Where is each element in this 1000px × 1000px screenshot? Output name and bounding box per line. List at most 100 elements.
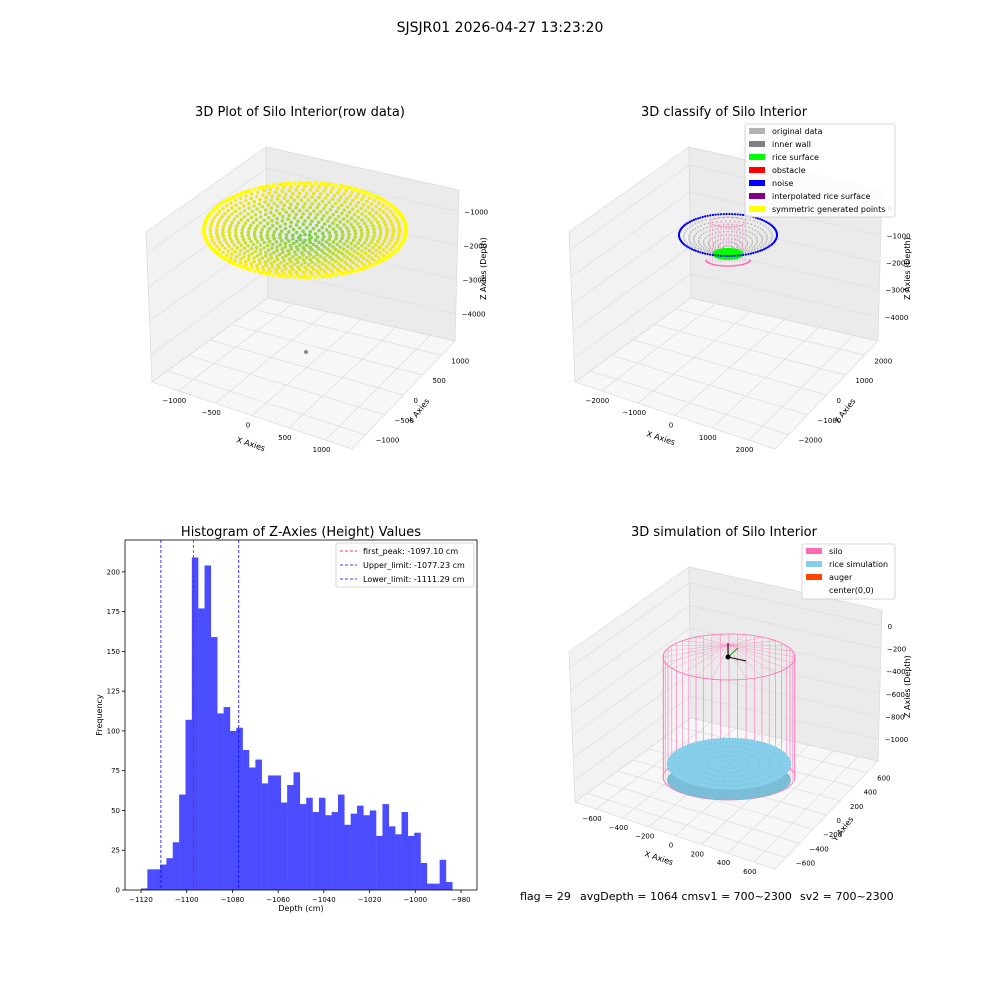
- classify-original-point: [760, 246, 762, 248]
- raw-rim-point: [224, 257, 229, 262]
- simulation-y-tick-label: 0: [837, 817, 841, 825]
- raw-data-point: [255, 240, 260, 244]
- raw-z-tick-label: −1000: [464, 209, 488, 217]
- raw-data-point: [341, 217, 346, 221]
- classify-original-point: [697, 247, 699, 250]
- histogram-y-tick-label: 150: [107, 648, 120, 656]
- classify-noise-point: [733, 254, 737, 257]
- classify-noise-point: [764, 247, 768, 250]
- histogram-bar: [223, 707, 231, 890]
- classify-z-gridline: [573, 273, 879, 359]
- raw-data-point: [216, 237, 221, 241]
- classify-bottom-point: [728, 265, 730, 267]
- classify-original-point: [751, 228, 754, 230]
- classify-noise-point: [766, 221, 769, 224]
- classify-original-point: [756, 241, 758, 244]
- classify-legend: original data inner wall rice surface ob…: [744, 123, 896, 218]
- classify-noise-point: [685, 222, 688, 225]
- legend-swatch-obstacle: [749, 167, 765, 173]
- simulation-x-tick-label: 200: [691, 850, 704, 858]
- raw-y-gridline: [188, 355, 385, 416]
- classify-original-point: [703, 250, 706, 253]
- classify-noise-point: [766, 246, 769, 249]
- classify-original-point: [708, 229, 711, 232]
- raw-data-point: [261, 193, 265, 197]
- histogram-bar: [401, 812, 409, 890]
- raw-data-point: [247, 226, 251, 231]
- raw-data-point: [260, 227, 264, 232]
- classify-original-point: [760, 223, 762, 225]
- silo-roof-line: [728, 644, 747, 680]
- raw-data-point: [360, 243, 364, 248]
- raw-data-point: [365, 258, 369, 263]
- raw-data-point: [228, 236, 233, 241]
- raw-data-point: [351, 254, 355, 258]
- raw-data-point: [292, 250, 297, 254]
- raw-data-point: [274, 208, 279, 213]
- raw-data-point: [239, 218, 243, 222]
- raw-data-point: [346, 236, 351, 240]
- simulation-plot-title: 3D simulation of Silo Interior: [631, 525, 818, 540]
- raw-data-point: [221, 234, 226, 239]
- raw-rim-point: [390, 251, 395, 256]
- classify-original-point: [705, 231, 708, 233]
- classify-original-point: [707, 222, 710, 225]
- raw-data-point: [266, 203, 271, 207]
- classify-original-point: [750, 244, 752, 247]
- raw-data-point: [288, 224, 293, 229]
- simulation-z-tick-label: −200: [887, 646, 906, 654]
- raw-rim-point: [344, 185, 349, 190]
- raw-data-point: [367, 211, 372, 216]
- classify-noise-point: [725, 254, 728, 258]
- histogram-bar: [388, 826, 396, 890]
- raw-data-point: [262, 246, 266, 250]
- classify-original-point: [691, 224, 694, 227]
- raw-data-point: [353, 228, 357, 233]
- raw-x-tick-label: −500: [202, 409, 221, 417]
- raw-data-point: [217, 247, 222, 252]
- classify-original-point: [737, 228, 740, 230]
- classify-original-point: [729, 245, 732, 247]
- raw-data-point: [241, 237, 246, 242]
- raw-data-point: [258, 215, 263, 219]
- raw-data-point: [322, 189, 327, 193]
- classify-original-point: [769, 241, 771, 243]
- classify-noise-point: [759, 249, 762, 252]
- classify-original-point: [746, 251, 749, 254]
- raw-data-point: [359, 228, 364, 233]
- raw-data-point: [372, 198, 377, 203]
- raw-data-point: [326, 219, 330, 223]
- raw-data-point: [331, 186, 335, 191]
- silo-roof-line: [728, 644, 787, 669]
- classify-original-point: [702, 246, 705, 249]
- classify-original-point: [741, 228, 744, 231]
- raw-data-point: [240, 234, 245, 239]
- raw-data-point: [315, 212, 320, 217]
- raw-data-point: [238, 261, 243, 265]
- raw-data-point: [260, 237, 264, 242]
- raw-rim-point: [370, 193, 375, 198]
- raw-data-point: [333, 217, 338, 222]
- raw-data-point: [297, 255, 302, 260]
- raw-data-point: [244, 194, 248, 198]
- raw-data-point: [259, 234, 263, 238]
- raw-data-point: [377, 201, 381, 205]
- raw-data-point: [352, 249, 357, 254]
- classify-original-point: [766, 239, 768, 241]
- classify-original-point: [766, 235, 768, 237]
- raw-data-point: [342, 192, 346, 196]
- raw-data-point: [299, 263, 304, 267]
- raw-data-point: [359, 206, 363, 211]
- raw-data-point: [215, 234, 220, 238]
- raw-rim-point: [381, 198, 386, 203]
- classify-original-point: [760, 242, 762, 244]
- classify-z-tick-label: −4000: [885, 314, 909, 322]
- raw-data-point: [253, 237, 258, 241]
- raw-data-point: [285, 199, 290, 203]
- histogram-bar: [287, 785, 294, 890]
- raw-data-point: [263, 212, 268, 217]
- raw-data-point: [346, 229, 351, 233]
- raw-data-point: [320, 262, 325, 266]
- histogram-bar: [446, 882, 453, 890]
- classify-original-point: [706, 226, 708, 229]
